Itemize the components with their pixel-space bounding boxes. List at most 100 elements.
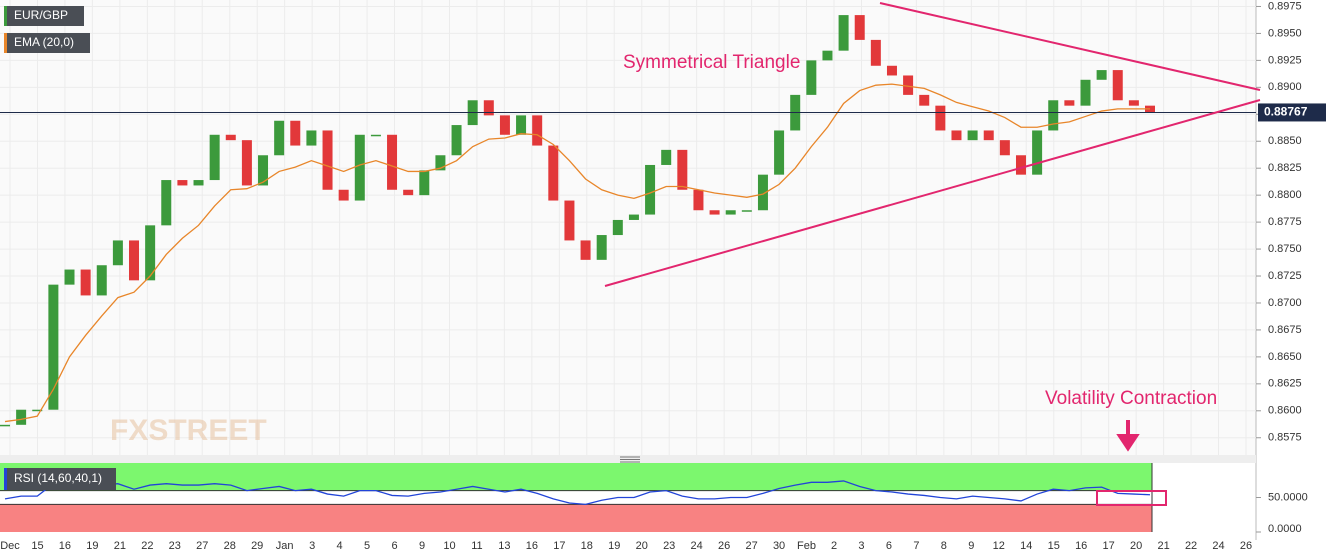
y-tick-label: 0.8800 (1268, 189, 1302, 201)
legend-label: EMA (20,0) (14, 35, 74, 49)
candle (112, 240, 123, 266)
x-tick-label: 19 (608, 540, 620, 552)
x-tick-label: 16 (1075, 540, 1087, 552)
candle (177, 180, 188, 186)
y-tick-label: 0.8575 (1268, 432, 1302, 444)
last-price-label: 0.88767 (1264, 105, 1308, 119)
x-tick-label: 5 (364, 540, 370, 552)
candle (483, 100, 494, 116)
candle (161, 180, 172, 226)
y-tick-label: 50.0000 (1268, 491, 1308, 503)
candle (145, 225, 156, 281)
candle (1048, 100, 1059, 131)
x-tick-label: 27 (745, 540, 757, 552)
candle (999, 140, 1010, 156)
legend-box (4, 468, 116, 490)
x-tick-label: 13 (498, 540, 510, 552)
x-tick-label: 17 (1103, 540, 1115, 552)
x-tick-label: 6 (391, 540, 397, 552)
x-tick-label: 26 (1240, 540, 1252, 552)
x-tick-label: 14 (1020, 540, 1032, 552)
grid (0, 0, 1256, 455)
y-tick-label: 0.8725 (1268, 270, 1302, 282)
x-tick-label: 27 (196, 540, 208, 552)
candle (919, 94, 930, 106)
candle (403, 189, 414, 196)
candle (757, 174, 768, 211)
arrow (1116, 420, 1140, 452)
highlight-box (1096, 490, 1167, 506)
candle (306, 130, 317, 146)
candle (709, 210, 720, 215)
x-tick-label: 3 (309, 540, 315, 552)
candle (548, 145, 559, 201)
candle (967, 130, 978, 141)
candle (419, 170, 430, 196)
resize-handle[interactable] (620, 456, 640, 463)
x-tick-label: 12 (993, 540, 1005, 552)
candle (806, 60, 817, 95)
x-tick-label: 7 (913, 540, 919, 552)
y-tick-label: 0.8750 (1268, 243, 1302, 255)
candle (935, 105, 946, 131)
x-tick-label: 11 (471, 540, 482, 552)
candle (1096, 70, 1107, 80)
candle (516, 115, 527, 135)
x-tick-label: 24 (691, 540, 703, 552)
candle (80, 269, 91, 296)
legend-swatch (4, 6, 7, 26)
candle (1112, 70, 1123, 101)
y-tick-label: 0.8825 (1268, 162, 1302, 174)
last-price-box (1258, 103, 1326, 122)
candle (886, 65, 897, 76)
candle (96, 265, 107, 296)
legend-box (4, 6, 84, 26)
x-tick-label: 20 (636, 540, 648, 552)
candle (64, 269, 75, 285)
x-tick-label: 9 (968, 540, 974, 552)
marks (0, 15, 1256, 427)
y-tick-label: 0.8600 (1268, 405, 1302, 417)
candle (774, 130, 785, 175)
candle (661, 149, 672, 165)
candle (258, 155, 269, 186)
candle (1128, 100, 1139, 106)
x-tick-label: 21 (1157, 540, 1169, 552)
candle (354, 134, 365, 201)
x-tick-label: 15 (31, 540, 43, 552)
candle (225, 134, 236, 141)
x-tick-label: 17 (553, 540, 565, 552)
x-tick-label: 4 (337, 540, 343, 552)
candle (532, 115, 543, 146)
x-tick-label: 23 (663, 540, 675, 552)
legend-swatch (4, 468, 7, 490)
candle (451, 125, 462, 156)
candle (693, 189, 704, 211)
x-tick-label: 24 (1212, 540, 1224, 552)
line (4, 83, 1150, 423)
y-tick-label: 0.0000 (1268, 523, 1302, 535)
candle (338, 189, 349, 201)
candle (1064, 100, 1075, 106)
y-tick-label: 0.8775 (1268, 216, 1302, 228)
candle (1015, 155, 1026, 175)
candle (838, 15, 849, 51)
y-tick-label: 0.8850 (1268, 135, 1302, 147)
candle (983, 130, 994, 141)
x-tick-label: 18 (581, 540, 593, 552)
candle (129, 240, 140, 281)
x-tick-label: 15 (1048, 540, 1060, 552)
x-tick-label: 21 (114, 540, 126, 552)
x-tick-label: 22 (1185, 540, 1197, 552)
candle (628, 214, 639, 220)
candle (741, 210, 752, 212)
candle (1080, 79, 1091, 106)
price-panel (0, 0, 1256, 455)
candle (274, 120, 285, 156)
candle (612, 219, 623, 236)
candle (32, 409, 43, 412)
annotation: Volatility Contraction (1045, 388, 1217, 409)
legend-swatch (4, 33, 7, 53)
x-tick-label: Dec (0, 540, 20, 552)
